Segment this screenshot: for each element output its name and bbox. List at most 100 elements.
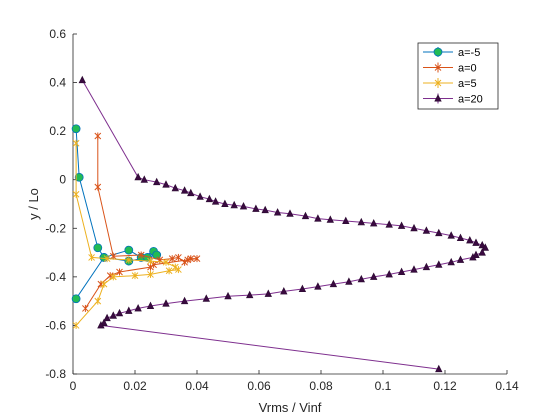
- data-point: [385, 220, 393, 228]
- data-point: [385, 270, 393, 278]
- legend-label: a=-5: [458, 47, 480, 59]
- y-tick-label: 0.6: [49, 27, 66, 41]
- legend-marker: [434, 64, 442, 71]
- y-tick-label: -0.6: [45, 318, 66, 332]
- data-point: [397, 267, 406, 276]
- data-point: [252, 204, 260, 212]
- legend-label: a=5: [458, 78, 477, 90]
- data-point: [94, 183, 102, 191]
- y-tick-label: 0.4: [49, 76, 66, 90]
- y-tick-label: -0.2: [45, 221, 66, 235]
- data-point: [410, 223, 418, 232]
- data-point: [125, 256, 133, 264]
- legend-entry: a=0: [423, 62, 477, 75]
- data-point: [286, 209, 294, 217]
- data-point: [481, 243, 489, 251]
- legend: a=-5 a=0 a=5 a=20: [417, 42, 499, 110]
- data-point: [88, 253, 95, 261]
- legend-entry: a=-5: [423, 47, 480, 59]
- data-point: [466, 236, 474, 244]
- data-point: [342, 216, 350, 224]
- data-point: [162, 180, 170, 188]
- data-point: [165, 267, 173, 275]
- data-point: [100, 280, 108, 288]
- data-point: [71, 124, 81, 134]
- legend-entry: a=20: [423, 93, 483, 106]
- legend-label: a=20: [458, 94, 483, 106]
- data-point: [93, 243, 103, 253]
- data-point: [246, 290, 254, 299]
- data-point: [435, 228, 443, 237]
- data-point: [134, 304, 142, 312]
- data-point: [162, 299, 170, 307]
- data-point: [115, 308, 124, 317]
- data-point: [273, 208, 282, 216]
- data-point: [435, 260, 443, 268]
- data-point: [103, 313, 111, 322]
- data-point: [469, 253, 477, 261]
- data-point: [134, 172, 142, 181]
- x-tick-label: 0.02: [123, 379, 147, 393]
- data-point: [116, 268, 123, 276]
- data-point: [72, 321, 80, 329]
- data-point: [211, 197, 220, 205]
- data-point: [78, 75, 86, 84]
- data-point: [196, 192, 204, 200]
- legend-marker: [434, 94, 442, 102]
- data-point: [140, 175, 148, 183]
- data-point: [147, 270, 154, 278]
- data-point: [397, 221, 406, 229]
- y-tick-label: 0.2: [49, 124, 66, 138]
- data-point: [422, 226, 431, 234]
- data-point: [137, 251, 145, 259]
- y-tick-label: -0.4: [45, 270, 66, 284]
- series-a=5: [72, 139, 182, 329]
- data-point: [357, 217, 365, 226]
- data-point: [447, 257, 455, 266]
- data-point: [168, 255, 176, 263]
- data-point: [175, 253, 182, 261]
- data-point: [456, 233, 465, 241]
- series-layer: [71, 75, 489, 373]
- x-tick-label: 0.12: [433, 379, 457, 393]
- data-point: [103, 255, 111, 263]
- data-point: [94, 297, 102, 305]
- data-point: [314, 282, 322, 290]
- data-point: [478, 248, 486, 256]
- data-point: [180, 186, 189, 194]
- data-point: [162, 258, 170, 266]
- data-point: [370, 272, 378, 280]
- data-point: [345, 277, 353, 285]
- data-point: [147, 257, 154, 265]
- data-point: [357, 274, 365, 283]
- data-point: [224, 291, 232, 300]
- x-tick-label: 0.14: [495, 379, 519, 393]
- data-point: [230, 200, 238, 209]
- y-axis-title: y / Lo: [26, 188, 41, 220]
- data-point: [124, 245, 134, 255]
- data-point: [221, 199, 229, 207]
- legend-label: a=0: [458, 63, 477, 75]
- y-tick-label: -0.8: [45, 367, 66, 381]
- data-point: [109, 311, 117, 319]
- data-point: [180, 296, 189, 305]
- data-point: [435, 364, 443, 373]
- series-a=20: [78, 75, 489, 373]
- data-point: [82, 304, 89, 312]
- data-point: [422, 262, 431, 271]
- data-point: [72, 139, 80, 147]
- data-point: [74, 172, 84, 182]
- data-point: [193, 255, 201, 263]
- data-point: [147, 263, 154, 271]
- x-tick-label: 0.1: [375, 379, 392, 393]
- data-point: [187, 188, 195, 197]
- data-point: [280, 287, 288, 295]
- x-axis-title: Vrms / Vinf: [259, 400, 322, 415]
- data-point: [205, 194, 214, 203]
- data-point: [131, 272, 139, 280]
- x-tick-label: 0: [70, 379, 77, 393]
- data-point: [171, 183, 179, 192]
- data-point: [175, 266, 182, 274]
- legend-marker: [434, 79, 442, 87]
